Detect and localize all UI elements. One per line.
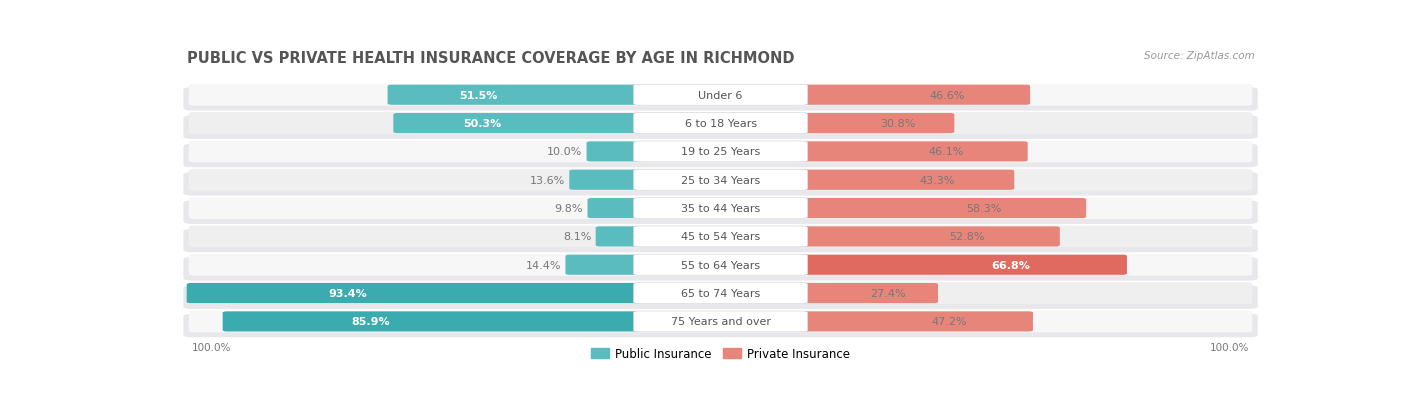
FancyBboxPatch shape — [799, 311, 1033, 332]
FancyBboxPatch shape — [183, 257, 1258, 281]
FancyBboxPatch shape — [588, 199, 643, 218]
Text: 8.1%: 8.1% — [562, 232, 592, 242]
Text: 65 to 74 Years: 65 to 74 Years — [681, 288, 761, 298]
FancyBboxPatch shape — [183, 145, 1258, 168]
FancyBboxPatch shape — [183, 286, 1258, 309]
FancyBboxPatch shape — [183, 314, 1258, 337]
Text: 19 to 25 Years: 19 to 25 Years — [681, 147, 761, 157]
Text: PUBLIC VS PRIVATE HEALTH INSURANCE COVERAGE BY AGE IN RICHMOND: PUBLIC VS PRIVATE HEALTH INSURANCE COVER… — [187, 51, 794, 66]
FancyBboxPatch shape — [388, 85, 643, 106]
Text: 9.8%: 9.8% — [554, 204, 583, 214]
Text: 30.8%: 30.8% — [880, 119, 915, 129]
FancyBboxPatch shape — [188, 113, 1253, 135]
FancyBboxPatch shape — [565, 255, 643, 275]
FancyBboxPatch shape — [799, 283, 938, 304]
Text: 85.9%: 85.9% — [352, 317, 391, 327]
FancyBboxPatch shape — [799, 142, 1028, 162]
Text: 47.2%: 47.2% — [932, 317, 967, 327]
FancyBboxPatch shape — [569, 170, 643, 190]
FancyBboxPatch shape — [222, 311, 643, 332]
FancyBboxPatch shape — [188, 141, 1253, 163]
Text: Under 6: Under 6 — [699, 90, 742, 100]
FancyBboxPatch shape — [183, 88, 1258, 112]
Text: 27.4%: 27.4% — [870, 288, 905, 298]
Text: 66.8%: 66.8% — [991, 260, 1031, 270]
Text: 46.6%: 46.6% — [929, 90, 965, 100]
Text: 100.0%: 100.0% — [193, 342, 232, 352]
FancyBboxPatch shape — [394, 114, 643, 134]
FancyBboxPatch shape — [188, 169, 1253, 191]
FancyBboxPatch shape — [633, 226, 807, 247]
Text: 52.8%: 52.8% — [949, 232, 984, 242]
Legend: Public Insurance, Private Insurance: Public Insurance, Private Insurance — [586, 342, 855, 365]
Text: 93.4%: 93.4% — [329, 288, 367, 298]
FancyBboxPatch shape — [188, 254, 1253, 276]
Text: 55 to 64 Years: 55 to 64 Years — [681, 260, 761, 270]
FancyBboxPatch shape — [799, 114, 955, 134]
FancyBboxPatch shape — [633, 114, 807, 134]
FancyBboxPatch shape — [596, 227, 643, 247]
Text: 45 to 54 Years: 45 to 54 Years — [681, 232, 761, 242]
FancyBboxPatch shape — [633, 283, 807, 304]
FancyBboxPatch shape — [187, 283, 643, 304]
FancyBboxPatch shape — [633, 198, 807, 219]
Text: 6 to 18 Years: 6 to 18 Years — [685, 119, 756, 129]
Text: Source: ZipAtlas.com: Source: ZipAtlas.com — [1143, 51, 1254, 61]
FancyBboxPatch shape — [799, 227, 1060, 247]
FancyBboxPatch shape — [799, 255, 1128, 275]
FancyBboxPatch shape — [633, 142, 807, 162]
FancyBboxPatch shape — [799, 170, 1014, 190]
FancyBboxPatch shape — [799, 85, 1031, 106]
FancyBboxPatch shape — [183, 201, 1258, 224]
Text: 58.3%: 58.3% — [966, 204, 1001, 214]
Text: 51.5%: 51.5% — [460, 90, 498, 100]
Text: 50.3%: 50.3% — [463, 119, 501, 129]
Text: 14.4%: 14.4% — [526, 260, 561, 270]
Text: 46.1%: 46.1% — [928, 147, 963, 157]
FancyBboxPatch shape — [633, 85, 807, 106]
FancyBboxPatch shape — [188, 85, 1253, 107]
Text: 35 to 44 Years: 35 to 44 Years — [681, 204, 761, 214]
Text: 13.6%: 13.6% — [530, 175, 565, 185]
FancyBboxPatch shape — [183, 229, 1258, 253]
FancyBboxPatch shape — [586, 142, 643, 162]
FancyBboxPatch shape — [183, 173, 1258, 196]
FancyBboxPatch shape — [188, 198, 1253, 219]
Text: 10.0%: 10.0% — [547, 147, 582, 157]
Text: 100.0%: 100.0% — [1209, 342, 1249, 352]
FancyBboxPatch shape — [633, 255, 807, 275]
Text: 75 Years and over: 75 Years and over — [671, 317, 770, 327]
FancyBboxPatch shape — [188, 311, 1253, 332]
FancyBboxPatch shape — [188, 282, 1253, 304]
FancyBboxPatch shape — [799, 199, 1087, 218]
Text: 25 to 34 Years: 25 to 34 Years — [681, 175, 761, 185]
FancyBboxPatch shape — [633, 311, 807, 332]
FancyBboxPatch shape — [188, 226, 1253, 248]
FancyBboxPatch shape — [633, 170, 807, 191]
Text: 43.3%: 43.3% — [920, 175, 955, 185]
FancyBboxPatch shape — [183, 116, 1258, 140]
